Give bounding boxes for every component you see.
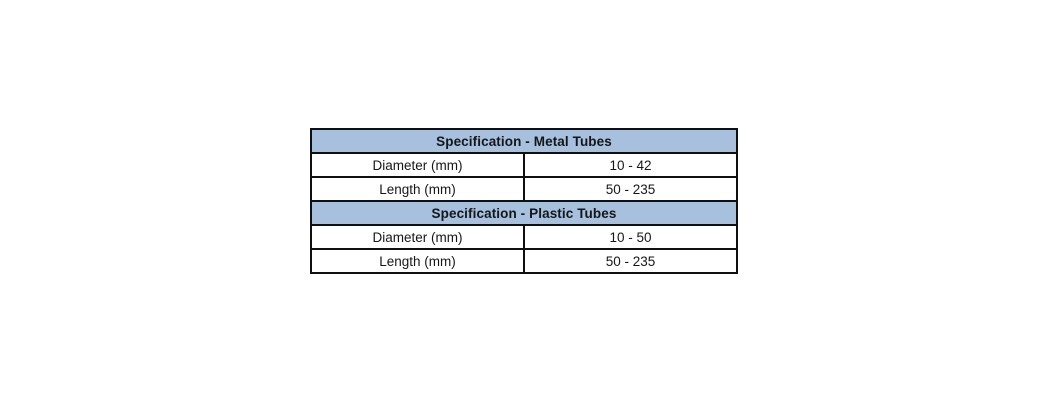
spec-label-plastic-length: Length (mm) (310, 248, 525, 274)
spec-label-plastic-diameter: Diameter (mm) (310, 224, 525, 250)
specification-table: Specification - Metal Tubes Diameter (mm… (310, 128, 738, 274)
table-row: Diameter (mm) 10 - 50 (310, 224, 738, 250)
spec-value-plastic-length: 50 - 235 (523, 248, 738, 274)
spec-value-metal-length: 50 - 235 (523, 176, 738, 202)
section-header-row-metal: Specification - Metal Tubes (310, 128, 738, 154)
specification-table-body: Specification - Metal Tubes Diameter (mm… (310, 128, 738, 274)
spec-value-metal-diameter: 10 - 42 (523, 152, 738, 178)
spec-label-metal-length: Length (mm) (310, 176, 525, 202)
section-title-plastic-tubes: Specification - Plastic Tubes (310, 200, 738, 226)
section-header-row-plastic: Specification - Plastic Tubes (310, 200, 738, 226)
spec-value-plastic-diameter: 10 - 50 (523, 224, 738, 250)
spec-label-metal-diameter: Diameter (mm) (310, 152, 525, 178)
table-row: Length (mm) 50 - 235 (310, 248, 738, 274)
section-title-metal-tubes: Specification - Metal Tubes (310, 128, 738, 154)
table-row: Length (mm) 50 - 235 (310, 176, 738, 202)
table-row: Diameter (mm) 10 - 42 (310, 152, 738, 178)
